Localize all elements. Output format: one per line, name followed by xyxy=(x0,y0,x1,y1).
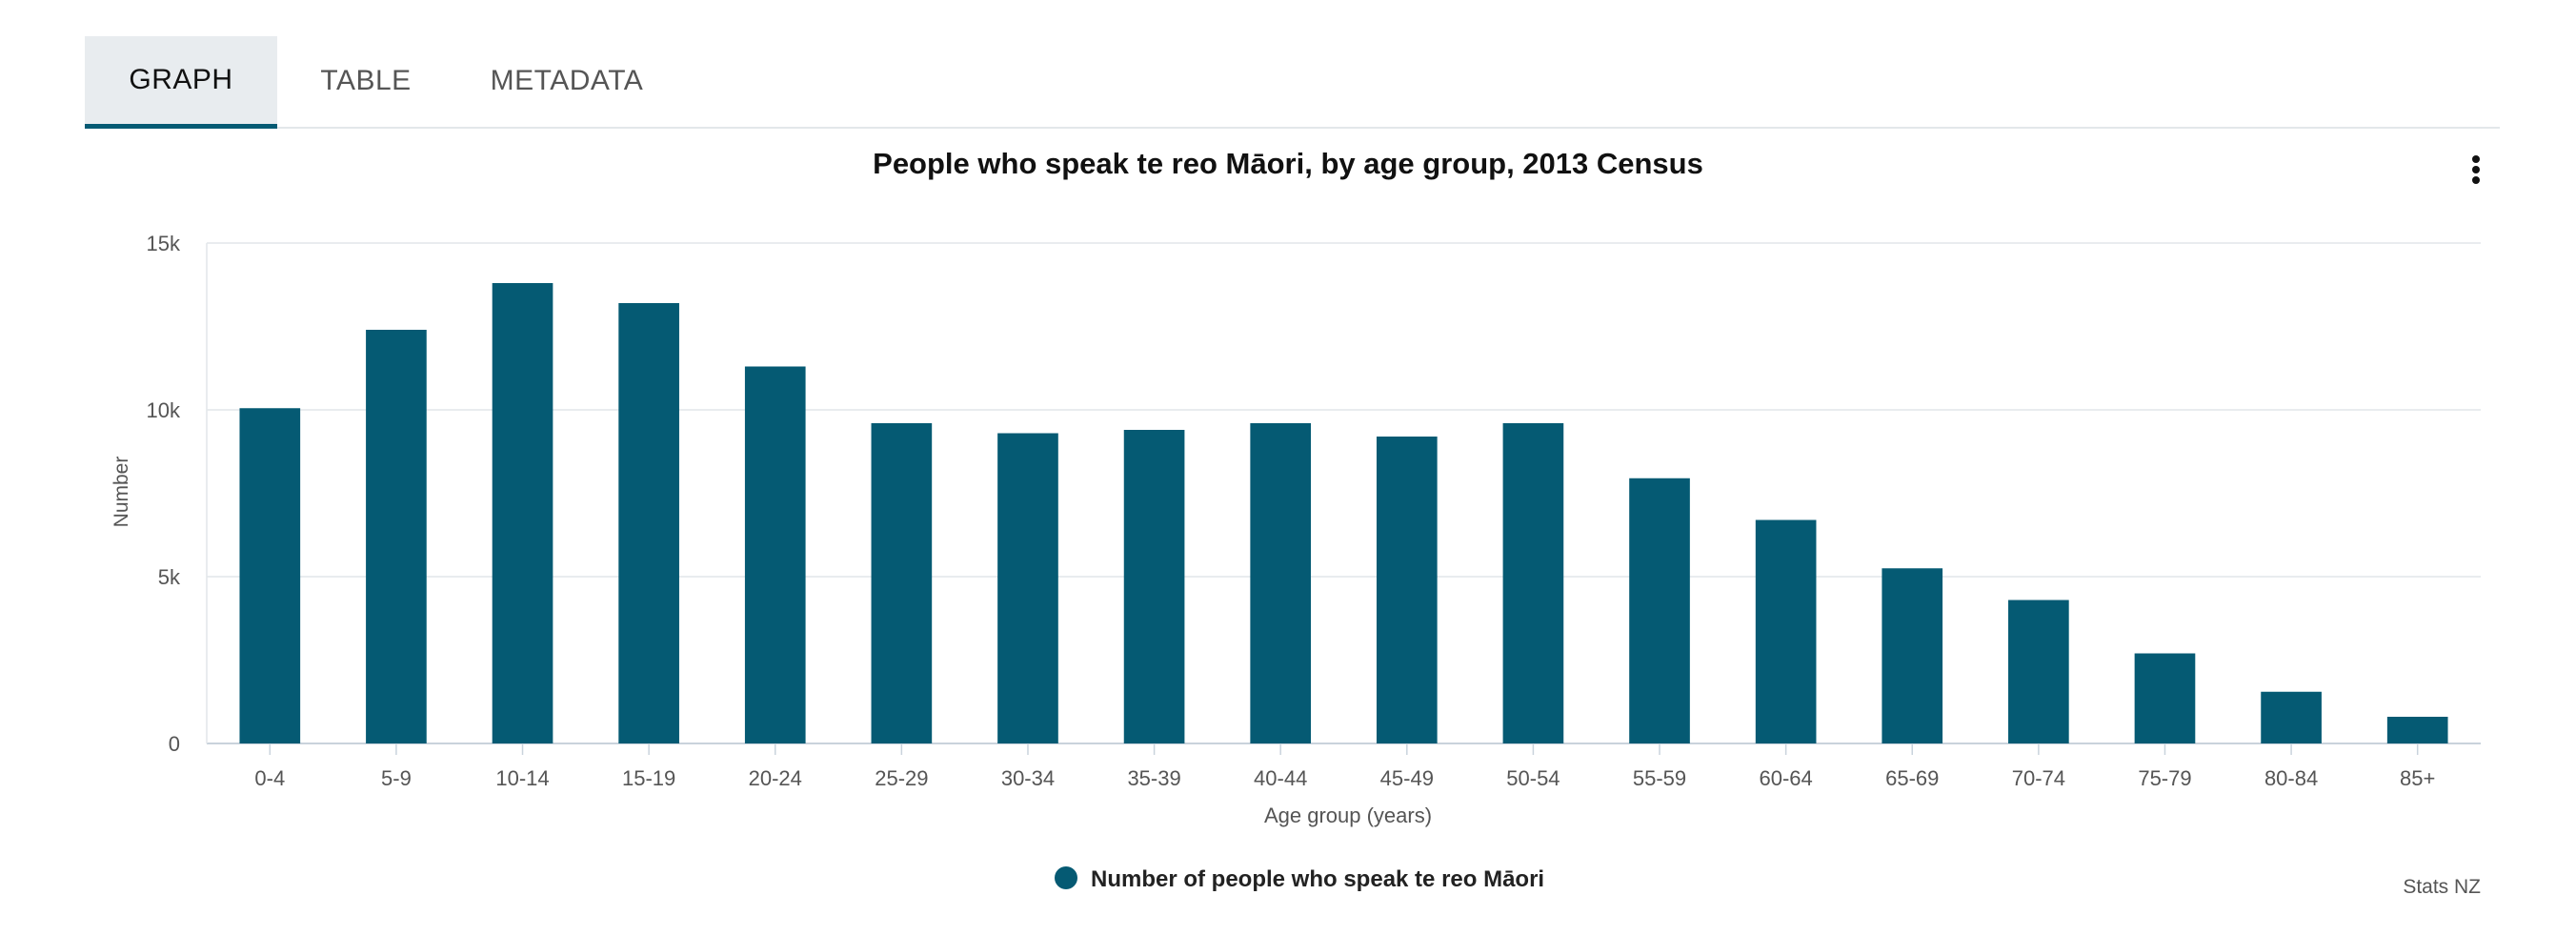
x-tick-label: 60-64 xyxy=(1759,766,1812,790)
x-tick-label: 30-34 xyxy=(1001,766,1055,790)
source-credit: Stats NZ xyxy=(2403,876,2481,898)
legend-label: Number of people who speak te reo Māori xyxy=(1091,866,1544,892)
bar-30-34[interactable] xyxy=(997,433,1058,744)
x-tick-label: 5-9 xyxy=(381,766,412,790)
y-axis-ticks: 0 5k 10k 15k xyxy=(147,232,181,756)
tab-metadata[interactable]: METADATA xyxy=(490,64,644,96)
y-tick-label: 15k xyxy=(147,232,181,255)
more-vertical-icon[interactable] xyxy=(2462,153,2490,187)
x-tick-label: 80-84 xyxy=(2264,766,2318,790)
bar-10-14[interactable] xyxy=(492,283,553,743)
bar-70-74[interactable] xyxy=(2008,600,2069,744)
y-tick-label: 0 xyxy=(169,732,180,756)
x-axis-ticks: 0-4 5-9 10-14 15-19 20-24 25-29 30-34 35-39 40-4… xyxy=(254,743,2435,790)
x-tick-label: 70-74 xyxy=(2012,766,2065,790)
y-axis-label: Number xyxy=(111,457,132,528)
x-tick-label: 55-59 xyxy=(1633,766,1686,790)
x-tick-label: 35-39 xyxy=(1127,766,1180,790)
bar-55-59[interactable] xyxy=(1629,478,1690,743)
bar-15-19[interactable] xyxy=(618,303,679,743)
bar-80-84[interactable] xyxy=(2261,691,2322,743)
bar-40-44[interactable] xyxy=(1250,423,1312,743)
bar-0-4[interactable] xyxy=(239,408,301,743)
legend: Number of people who speak te reo Māori xyxy=(1055,866,1544,892)
x-tick-label: 10-14 xyxy=(495,766,549,790)
x-tick-label: 65-69 xyxy=(1885,766,1939,790)
x-tick-label: 20-24 xyxy=(749,766,802,790)
tab-table[interactable]: TABLE xyxy=(320,64,412,96)
x-tick-label: 40-44 xyxy=(1254,766,1307,790)
tab-bar: GRAPH TABLE METADATA xyxy=(85,36,2500,129)
chart-title: People who speak te reo Māori, by age gr… xyxy=(873,147,1703,180)
x-tick-label: 25-29 xyxy=(875,766,928,790)
bar-85+[interactable] xyxy=(2386,717,2448,743)
legend-marker xyxy=(1055,866,1077,889)
x-tick-label: 15-19 xyxy=(622,766,675,790)
bar-65-69[interactable] xyxy=(1882,568,1943,743)
bar-50-54[interactable] xyxy=(1502,423,1564,743)
y-tick-label: 5k xyxy=(158,565,181,589)
bar-60-64[interactable] xyxy=(1755,519,1817,744)
x-tick-label: 75-79 xyxy=(2138,766,2191,790)
grid-lines xyxy=(206,242,2481,744)
bar-75-79[interactable] xyxy=(2134,653,2196,744)
x-axis-label: Age group (years) xyxy=(1264,804,1432,827)
y-tick-label: 10k xyxy=(147,398,181,422)
bar-25-29[interactable] xyxy=(871,423,933,743)
tab-graph[interactable]: GRAPH xyxy=(85,36,277,129)
x-tick-label: 85+ xyxy=(2400,766,2435,790)
bar-5-9[interactable] xyxy=(366,330,427,743)
bar-20-24[interactable] xyxy=(744,366,806,744)
x-tick-label: 0-4 xyxy=(254,766,285,790)
x-tick-label: 45-49 xyxy=(1380,766,1434,790)
bar-45-49[interactable] xyxy=(1376,437,1438,743)
bars xyxy=(239,283,2448,744)
x-tick-label: 50-54 xyxy=(1506,766,1560,790)
bar-35-39[interactable] xyxy=(1123,430,1185,743)
